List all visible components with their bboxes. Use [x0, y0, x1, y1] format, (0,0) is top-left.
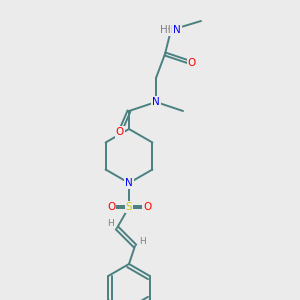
- Text: O: O: [143, 202, 151, 212]
- Text: H: H: [139, 237, 146, 246]
- Text: H: H: [160, 25, 167, 35]
- Text: O: O: [116, 127, 124, 137]
- Text: O: O: [188, 58, 196, 68]
- Text: S: S: [126, 202, 132, 212]
- Text: N: N: [152, 97, 160, 107]
- Text: O: O: [107, 202, 115, 212]
- Text: HN: HN: [163, 25, 179, 35]
- Text: N: N: [173, 25, 181, 35]
- Text: H: H: [108, 219, 114, 228]
- Text: N: N: [125, 178, 133, 188]
